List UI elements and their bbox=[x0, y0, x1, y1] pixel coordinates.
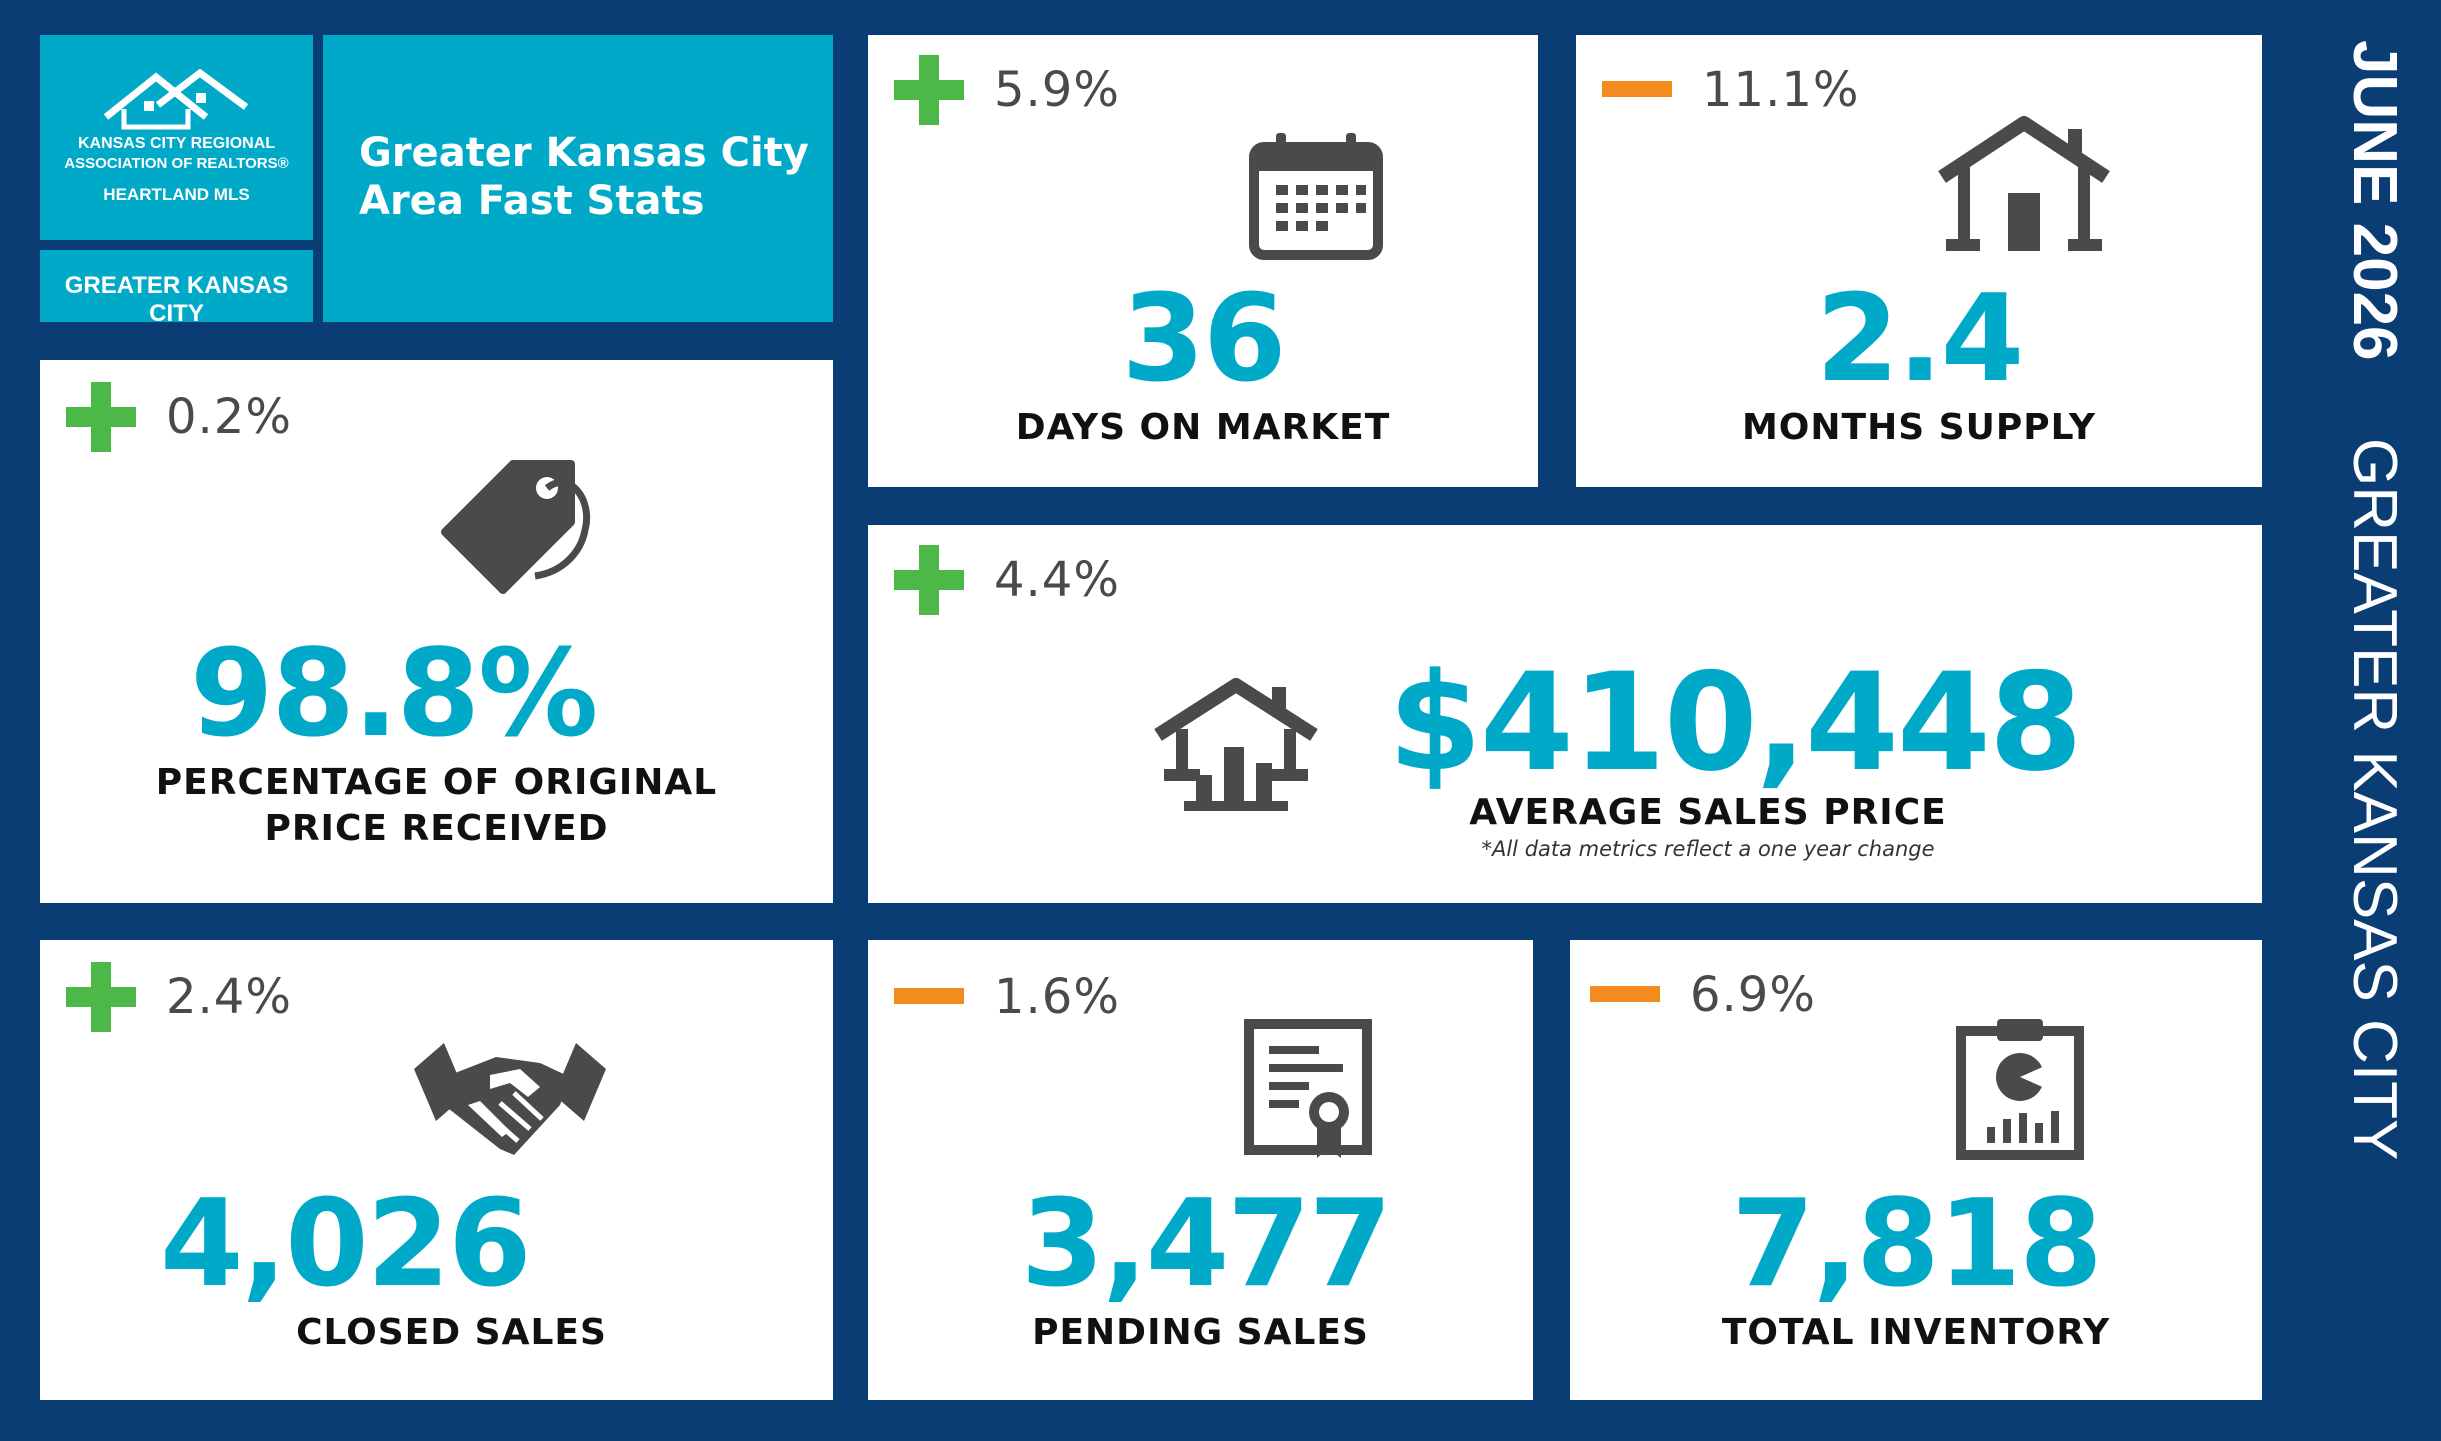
increase-icon bbox=[66, 962, 136, 1032]
change-value: 1.6% bbox=[994, 969, 1120, 1025]
pct-original-price-value: 98.8% bbox=[190, 625, 598, 764]
days-on-market-value: 36 bbox=[1121, 270, 1287, 409]
area-tag-tile: GREATER KANSAS CITY bbox=[40, 250, 313, 327]
clipboard-chart-icon bbox=[1955, 1015, 2085, 1160]
change-value: 5.9% bbox=[994, 62, 1120, 118]
area-tag-label: GREATER KANSAS CITY bbox=[64, 272, 289, 327]
house-chart-icon bbox=[1148, 675, 1323, 815]
pct-original-price-change: 0.2% bbox=[66, 382, 292, 452]
days-on-market-label: DAYS ON MARKET bbox=[1015, 407, 1391, 448]
avg-sales-price-change: 4.4% bbox=[894, 545, 1120, 615]
pct-original-price-label-line-1: PERCENTAGE OF ORIGINAL bbox=[155, 762, 718, 803]
total-inventory-card: 6.9% 7,818 TOTAL INVENTORY bbox=[1570, 940, 2262, 1400]
page-title-line-2: Area Fast Stats bbox=[359, 178, 705, 224]
months-supply-change: 11.1% bbox=[1602, 55, 1859, 125]
change-value: 11.1% bbox=[1702, 62, 1860, 118]
report-area: GREATER KANSAS CITY bbox=[2340, 437, 2409, 1161]
page-title-line-1: Greater Kansas City bbox=[359, 130, 809, 176]
increase-icon bbox=[894, 545, 964, 615]
days-on-market-card: 5.9% 36 DAYS ON MARKET bbox=[868, 35, 1538, 487]
certificate-icon bbox=[1243, 1018, 1373, 1158]
pending-sales-change: 1.6% bbox=[894, 962, 1120, 1032]
report-date: JUNE 2026 bbox=[2340, 40, 2409, 361]
total-inventory-change: 6.9% bbox=[1590, 960, 1816, 1030]
pct-original-price-label-line-2: PRICE RECEIVED bbox=[264, 808, 609, 849]
realtors-logo-houses-icon bbox=[103, 68, 249, 130]
logo-line-2: ASSOCIATION OF REALTORS® bbox=[64, 155, 289, 172]
change-value: 2.4% bbox=[166, 969, 292, 1025]
title-tile: Greater Kansas City Area Fast Stats bbox=[323, 35, 833, 322]
data-note: *All data metrics reflect a one year cha… bbox=[1481, 837, 1935, 861]
months-supply-card: 11.1% 2.4 MONTHS SUPPLY bbox=[1576, 35, 2262, 487]
change-value: 0.2% bbox=[166, 389, 292, 445]
closed-sales-card: 2.4% 4,026 CLOSED SALES bbox=[40, 940, 833, 1400]
total-inventory-value: 7,818 bbox=[1731, 1175, 2103, 1314]
calendar-icon bbox=[1246, 125, 1386, 265]
price-tag-icon bbox=[435, 460, 595, 600]
decrease-icon bbox=[894, 962, 964, 1032]
pct-original-price-card: 0.2% 98.8% PERCENTAGE OF ORIGINAL PRICE … bbox=[40, 360, 833, 903]
side-label: JUNE 2026 GREATER KANSAS CITY bbox=[2330, 40, 2410, 1160]
months-supply-value: 2.4 bbox=[1815, 270, 2025, 409]
closed-sales-value: 4,026 bbox=[160, 1175, 532, 1314]
change-value: 4.4% bbox=[994, 552, 1120, 608]
pending-sales-label: PENDING SALES bbox=[1032, 1312, 1369, 1353]
closed-sales-change: 2.4% bbox=[66, 962, 292, 1032]
logo-line-1: KANSAS CITY REGIONAL bbox=[77, 135, 276, 152]
avg-sales-price-label: AVERAGE SALES PRICE bbox=[1469, 792, 1947, 833]
months-supply-label: MONTHS SUPPLY bbox=[1741, 407, 2097, 448]
total-inventory-label: TOTAL INVENTORY bbox=[1721, 1312, 2111, 1353]
pending-sales-card: 1.6% 3,477 PENDING SALES bbox=[868, 940, 1533, 1400]
handshake-icon bbox=[410, 1035, 610, 1165]
days-on-market-change: 5.9% bbox=[894, 55, 1120, 125]
increase-icon bbox=[66, 382, 136, 452]
pending-sales-value: 3,477 bbox=[1020, 1175, 1393, 1314]
decrease-icon bbox=[1602, 55, 1672, 125]
avg-sales-price-value: $410,448 bbox=[1388, 644, 2083, 801]
increase-icon bbox=[894, 55, 964, 125]
change-value: 6.9% bbox=[1690, 967, 1816, 1023]
house-icon bbox=[1934, 115, 2114, 255]
decrease-icon bbox=[1590, 960, 1660, 1030]
logo-tile: KANSAS CITY REGIONAL ASSOCIATION OF REAL… bbox=[40, 35, 313, 240]
closed-sales-label: CLOSED SALES bbox=[296, 1312, 607, 1353]
avg-sales-price-card: 4.4% $410,448 AVERAGE SALES PRICE *All d… bbox=[868, 525, 2262, 903]
logo-line-3: HEARTLAND MLS bbox=[103, 185, 250, 204]
